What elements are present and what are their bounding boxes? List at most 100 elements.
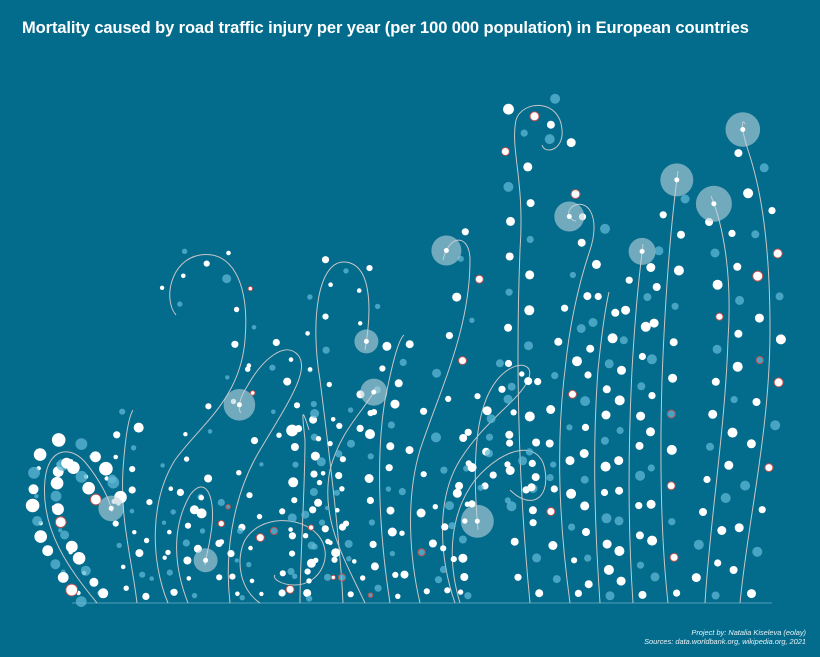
data-point (734, 329, 743, 338)
data-point (535, 589, 544, 598)
data-point (647, 464, 655, 472)
data-point (331, 548, 341, 558)
data-point (400, 570, 409, 579)
stem-line (154, 253, 247, 604)
data-point (614, 546, 625, 556)
data-point (304, 568, 311, 575)
stem-line (410, 239, 471, 604)
data-point (394, 379, 403, 388)
data-point (89, 493, 102, 506)
data-point (113, 431, 121, 439)
data-point (132, 530, 137, 535)
data-point (191, 592, 198, 599)
data-point (288, 357, 294, 362)
data-point (50, 476, 64, 490)
data-point (399, 530, 405, 536)
data-point (112, 520, 119, 527)
data-point (758, 506, 766, 514)
data-point (486, 414, 496, 424)
data-point (129, 466, 136, 473)
data-point (305, 331, 310, 336)
data-point (503, 103, 514, 115)
data-point (288, 477, 299, 488)
data-point (204, 474, 213, 483)
data-point (604, 359, 614, 369)
data-point (333, 489, 340, 496)
data-point (251, 325, 257, 330)
stem-line (704, 195, 730, 604)
data-point (279, 570, 286, 577)
data-point (189, 505, 199, 515)
data-point (177, 301, 183, 307)
data-point (292, 573, 298, 579)
data-point (568, 389, 577, 399)
data-point (310, 470, 318, 478)
data-point (227, 550, 235, 558)
data-point (519, 371, 525, 377)
data-point (619, 336, 628, 345)
data-point (523, 162, 533, 172)
data-point (283, 377, 292, 386)
stem-line (628, 243, 644, 604)
data-point (385, 486, 392, 492)
data-point (505, 288, 513, 296)
data-point (434, 576, 443, 584)
data-point (368, 519, 375, 526)
data-point-core (108, 505, 114, 511)
data-point (181, 273, 186, 279)
data-point (474, 393, 481, 400)
data-point (28, 466, 40, 479)
data-point (181, 248, 188, 254)
data-point (198, 495, 204, 501)
data-point (365, 429, 375, 440)
data-point (165, 549, 171, 556)
data-point (764, 463, 774, 473)
data-point (166, 569, 173, 576)
data-point (677, 230, 685, 239)
data-point (489, 471, 497, 479)
data-point (231, 340, 239, 348)
stem-line (43, 451, 113, 604)
data-point (234, 558, 239, 563)
data-point (225, 375, 230, 380)
data-point-core (363, 338, 369, 344)
data-point (751, 230, 760, 239)
stem-line (227, 349, 303, 604)
data-point (462, 518, 468, 524)
data-point-core (203, 557, 209, 563)
data-point-core (639, 248, 645, 254)
data-point (310, 409, 320, 418)
data-point (389, 550, 396, 557)
data-point (566, 424, 573, 431)
data-point (310, 401, 317, 408)
data-point (611, 308, 620, 317)
data-point (638, 352, 647, 361)
data-point (654, 246, 664, 256)
data-point (306, 595, 313, 602)
data-point (579, 449, 589, 458)
data-point (170, 588, 178, 596)
data-point (531, 473, 540, 482)
data-point (249, 390, 256, 396)
data-point (717, 526, 727, 535)
data-point (635, 470, 646, 481)
data-point (25, 498, 40, 513)
data-point (441, 523, 449, 531)
data-point (326, 381, 332, 388)
data-point (550, 461, 557, 468)
data-point (420, 407, 428, 415)
data-point (344, 539, 353, 548)
data-point (458, 553, 468, 563)
data-point (367, 453, 374, 460)
data-point (139, 571, 146, 578)
data-point (287, 567, 295, 576)
data-point (773, 377, 784, 388)
data-point (207, 429, 213, 434)
data-point (199, 528, 206, 534)
data-point (747, 589, 756, 599)
data-point (680, 194, 690, 204)
data-point (330, 417, 336, 422)
data-point (546, 120, 555, 129)
data-point (711, 377, 720, 386)
data-point (775, 334, 786, 345)
